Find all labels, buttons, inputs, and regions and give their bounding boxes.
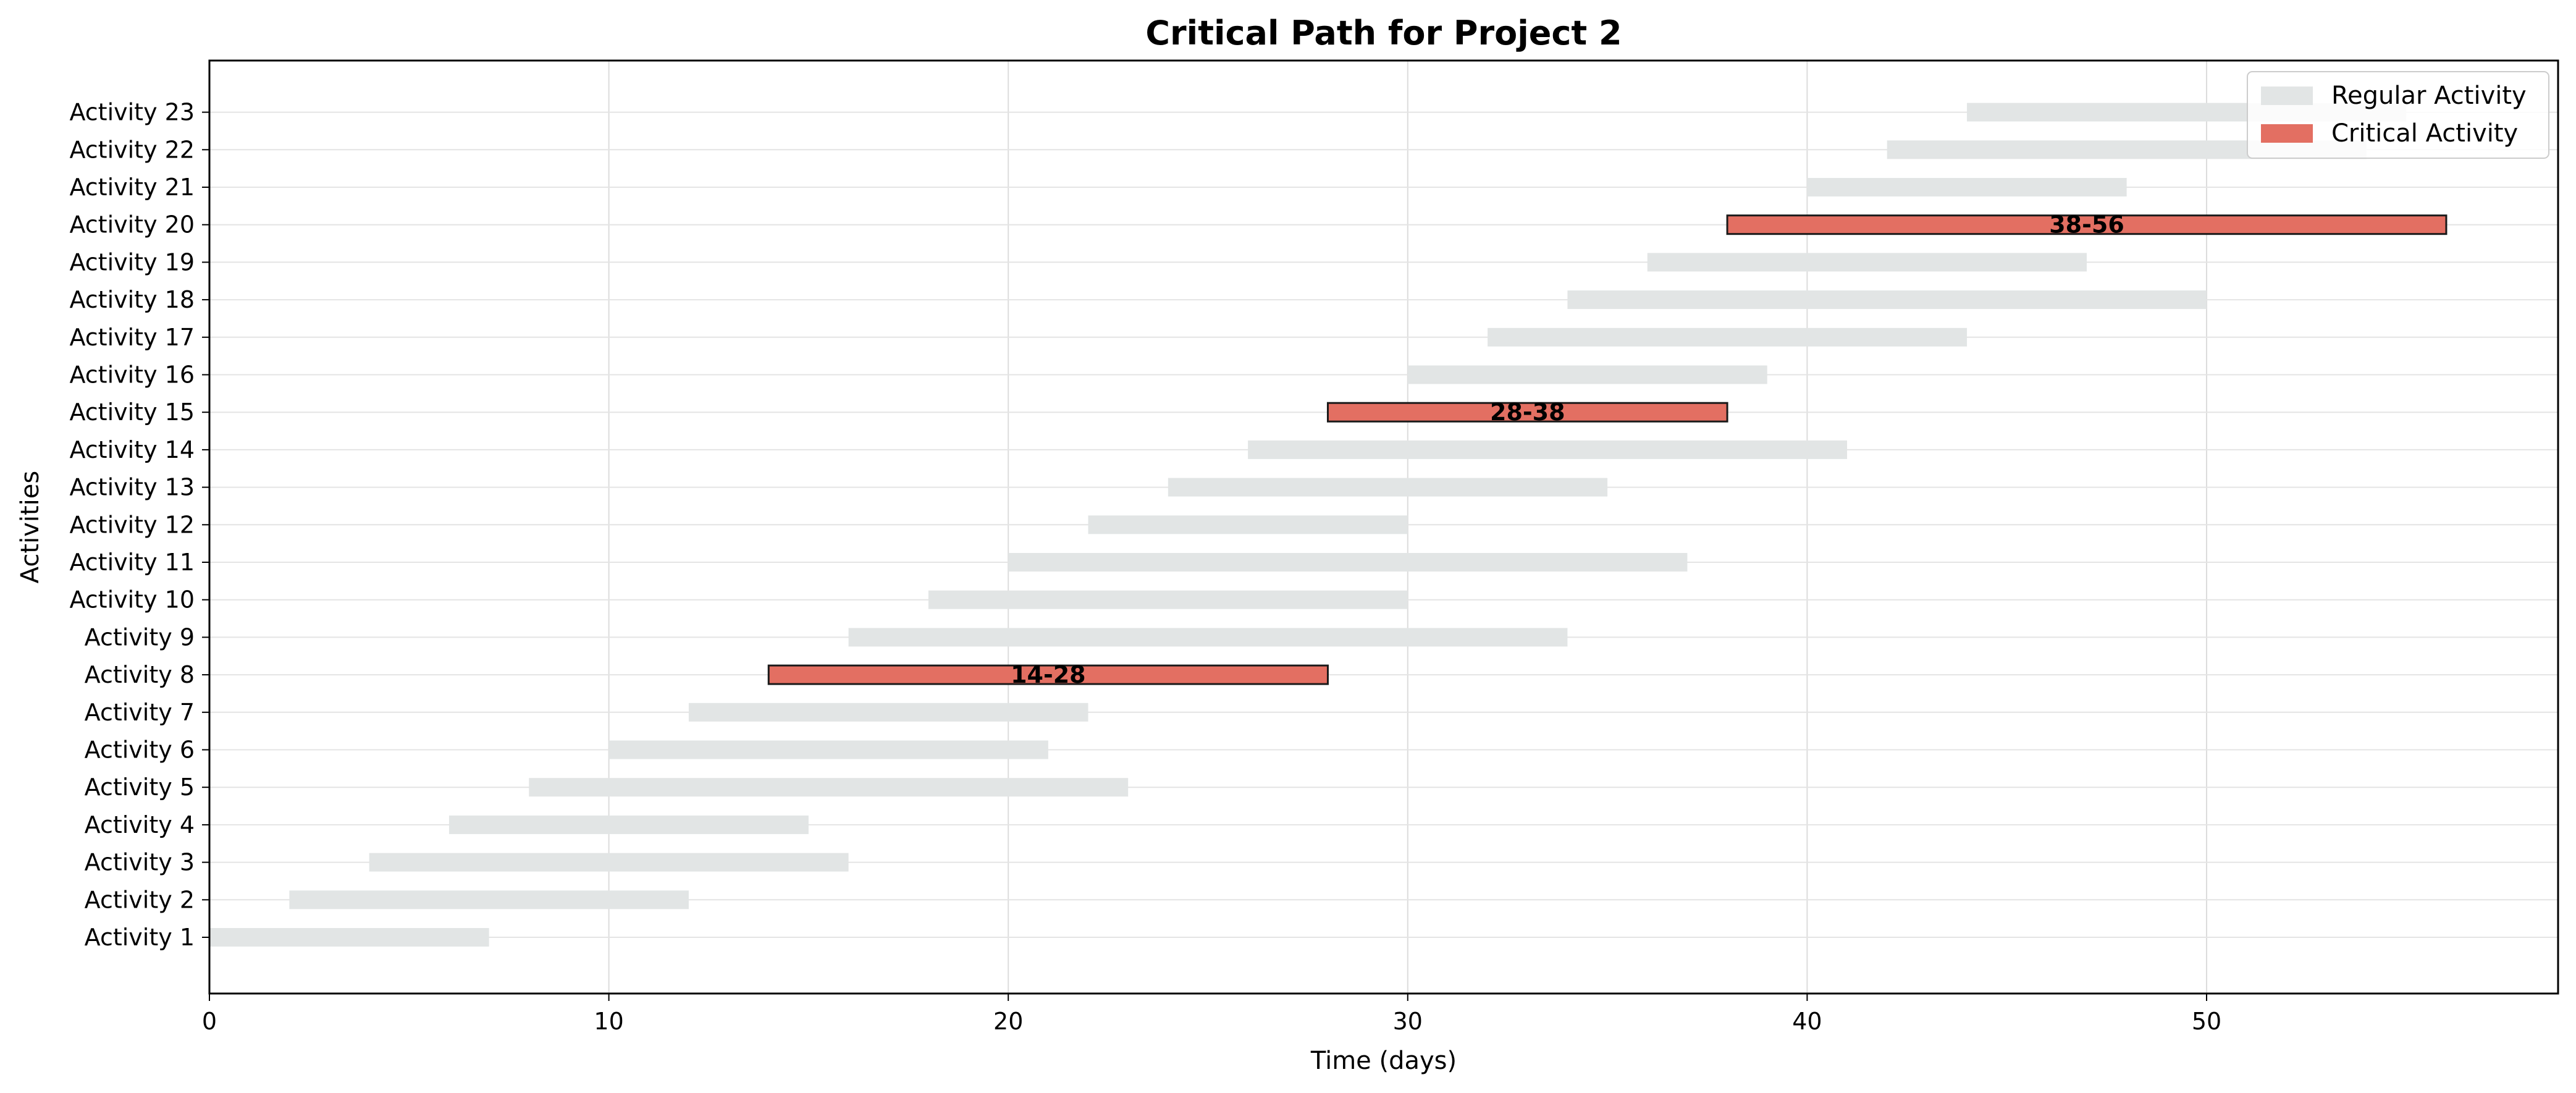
regular-activity-bar (1168, 478, 1608, 497)
y-tick-label: Activity 8 (85, 661, 195, 688)
y-tick-label: Activity 5 (85, 774, 195, 801)
regular-activity-bar (608, 740, 1048, 759)
critical-activity-bar (767, 664, 1329, 685)
legend-swatch-regular (2261, 87, 2313, 105)
y-tick-label: Activity 15 (69, 399, 195, 426)
x-tick-label: 10 (594, 1008, 623, 1035)
critical-activity-bar (1726, 214, 2448, 235)
regular-activity-bar (1248, 440, 1848, 459)
regular-activity-bar (1807, 178, 2127, 196)
regular-activity-bar (289, 890, 689, 909)
plot-frame (208, 59, 2559, 995)
y-tick-label: Activity 3 (85, 849, 195, 876)
y-tick-label: Activity 16 (69, 361, 195, 389)
x-tick-label: 30 (1393, 1008, 1423, 1035)
legend-frame (2247, 71, 2549, 159)
regular-activity-bar (529, 778, 1129, 797)
regular-activity-bar (1567, 290, 2207, 310)
y-tick-label: Activity 17 (69, 324, 195, 351)
regular-activity-bar (928, 590, 1408, 609)
regular-activity-bar (1647, 253, 2087, 272)
x-tick-label: 50 (2192, 1008, 2221, 1035)
x-tick-label: 0 (202, 1008, 217, 1035)
regular-activity-bar (1008, 553, 1688, 572)
critical-activity-bar (1326, 402, 1728, 423)
regular-activity-bar (848, 628, 1568, 647)
critical-bar-label: 14-28 (1011, 661, 1086, 688)
y-tick-label: Activity 22 (69, 136, 195, 163)
y-tick-label: Activity 4 (85, 811, 195, 838)
x-tick-label: 20 (993, 1008, 1023, 1035)
y-tick-label: Activity 23 (69, 99, 195, 126)
y-tick-label: Activity 11 (69, 549, 195, 576)
x-tick-label: 40 (1792, 1008, 1822, 1035)
legend-label-regular: Regular Activity (2331, 82, 2527, 110)
y-tick-label: Activity 9 (85, 623, 195, 651)
y-tick-label: Activity 1 (85, 924, 195, 951)
y-tick-label: Activity 19 (69, 248, 195, 276)
y-axis: Activity 1 Activity 2 Activity 3 Activity 4… (69, 99, 209, 951)
regular-activity-bar (369, 853, 849, 872)
regular-activity-bar (1407, 365, 1767, 384)
y-tick-label: Activity 12 (69, 511, 195, 538)
y-tick-label: Activity 18 (69, 286, 195, 313)
y-tick-label: Activity 10 (69, 586, 195, 614)
y-axis-label: Activities (16, 471, 44, 583)
regular-activity-bar (209, 928, 489, 947)
bar-layer: 14-28 28-38 38-56 (209, 103, 2448, 947)
legend-swatch-critical (2261, 124, 2313, 143)
x-axis: 0 10 20 30 40 50 (202, 994, 2221, 1035)
y-tick-label: Activity 13 (69, 474, 195, 501)
regular-activity-bar (1488, 327, 1968, 347)
critical-bar-label: 38-56 (2049, 211, 2124, 238)
y-tick-label: Activity 20 (69, 211, 195, 238)
y-tick-label: Activity 6 (85, 736, 195, 764)
critical-bar-label: 28-38 (1490, 399, 1565, 426)
y-tick-label: Activity 2 (85, 886, 195, 913)
y-tick-label: Activity 21 (69, 174, 195, 201)
regular-activity-bar (688, 703, 1088, 722)
regular-activity-bar (448, 815, 809, 834)
chart-title: Critical Path for Project 2 (1145, 14, 1622, 53)
regular-activity-bar (1088, 515, 1408, 534)
y-tick-label: Activity 7 (85, 699, 195, 726)
legend-label-critical: Critical Activity (2331, 119, 2518, 148)
y-tick-label: Activity 14 (69, 436, 195, 463)
x-axis-label: Time (days) (1310, 1047, 1457, 1075)
legend: Regular Activity Critical Activity (2247, 71, 2549, 159)
